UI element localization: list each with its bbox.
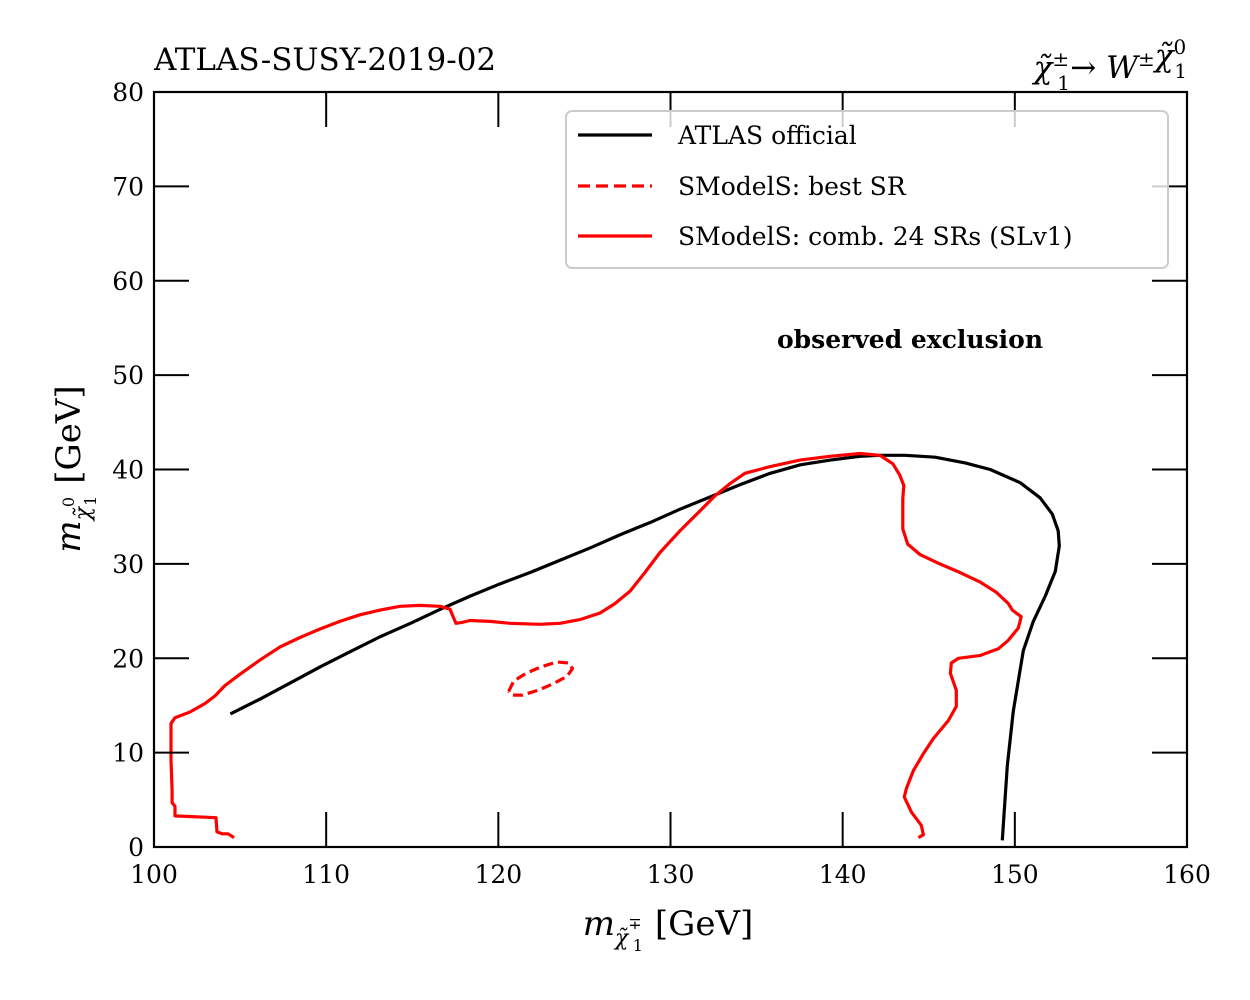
legend-label-smodels-best-sr: SModelS: best SR <box>678 172 907 201</box>
title-part: 0 <box>1174 35 1187 59</box>
observed-exclusion-annotation: observed exclusion <box>777 325 1043 354</box>
x-tick-label: 100 <box>130 860 178 889</box>
title-part: χ̃ <box>1032 50 1055 86</box>
x-axis-label: mχ̃∓ 1[GeV] <box>583 904 754 955</box>
series-line-atlas-official <box>229 453 1061 841</box>
y-tick-label: 30 <box>112 550 144 579</box>
y-tick-label: 60 <box>112 267 144 296</box>
title-part: 1 <box>1174 59 1187 83</box>
ticks: 100 110 120 130 140 150 160 0 10 20 30 40 50 60 70 80 <box>112 78 1211 889</box>
legend-box <box>565 110 1169 269</box>
axis-label-text: mχ̃∓ 1[GeV] <box>583 904 754 955</box>
title-part: ± <box>1138 47 1155 71</box>
x-tick-label: 110 <box>302 860 350 889</box>
legend-label-atlas-official: ATLAS official <box>677 121 857 150</box>
series-line-smodels-best-sr <box>507 660 574 697</box>
title-part: W <box>1106 50 1140 86</box>
x-tick-label: 150 <box>991 860 1039 889</box>
y-tick-label: 20 <box>112 644 144 673</box>
x-tick-label: 120 <box>474 860 522 889</box>
title-part: ± <box>1052 47 1069 71</box>
chart-title-right: χ̃± 1 → W±χ̃0 1 <box>1032 35 1187 95</box>
chart-title-left: ATLAS-SUSY-2019-02 <box>153 42 496 78</box>
y-tick-label: 0 <box>128 833 144 862</box>
legend-entries: ATLAS official SModelS: best SR SModelS: c… <box>578 121 1072 251</box>
y-tick-label: 40 <box>112 456 144 485</box>
title-part: 1 <box>1057 71 1070 95</box>
x-tick-label: 140 <box>819 860 867 889</box>
y-tick-label: 10 <box>112 739 144 768</box>
title-part: χ̃ <box>1153 38 1176 74</box>
y-tick-label: 70 <box>112 172 144 201</box>
y-tick-label: 80 <box>112 78 144 107</box>
x-tick-label: 130 <box>647 860 695 889</box>
title-part: → <box>1070 50 1106 86</box>
axis-label-text: mχ̃0 1[GeV] <box>49 385 100 552</box>
legend: ATLAS official SModelS: best SR SModelS: c… <box>565 110 1169 269</box>
x-tick-label: 160 <box>1163 860 1211 889</box>
series-line-smodels-comb-24-srs-slv1 <box>169 451 1023 839</box>
plot-series <box>169 451 1061 841</box>
y-axis-label: mχ̃0 1[GeV] <box>49 385 100 552</box>
y-tick-label: 50 <box>112 361 144 390</box>
legend-label-smodels-comb-24-srs-slv1: SModelS: comb. 24 SRs (SLv1) <box>678 222 1072 251</box>
